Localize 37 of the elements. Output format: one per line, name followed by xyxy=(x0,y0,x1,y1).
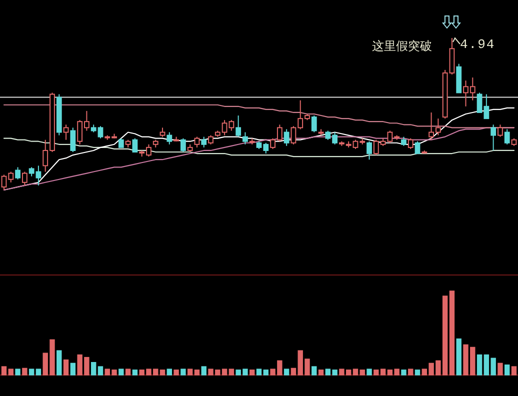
candlestick xyxy=(8,171,14,183)
candlestick xyxy=(201,136,207,148)
candlestick xyxy=(146,144,152,158)
candlestick xyxy=(36,165,42,186)
candlestick xyxy=(332,132,338,145)
candlestick xyxy=(276,124,282,142)
candlestick xyxy=(77,120,83,145)
candlestick xyxy=(228,120,234,132)
candlestick xyxy=(401,136,406,146)
candlestick xyxy=(42,139,48,172)
candlestick xyxy=(84,110,90,132)
candlestick xyxy=(70,127,76,152)
candlestick xyxy=(263,142,269,154)
candlestick xyxy=(194,136,200,148)
candlestick xyxy=(242,132,248,145)
candlestick xyxy=(498,124,503,138)
candlestick xyxy=(15,166,20,180)
candlestick xyxy=(504,128,510,145)
candlestick xyxy=(236,115,242,138)
candlestick xyxy=(22,171,28,186)
candlestick xyxy=(222,120,228,136)
candlestick xyxy=(490,124,496,151)
annotation: 这里假突破 xyxy=(372,39,432,53)
candlestick xyxy=(484,94,490,120)
candlestick xyxy=(160,127,166,138)
candlestick xyxy=(166,132,172,145)
candlestick xyxy=(1,174,7,190)
annotation: 4.94 xyxy=(460,37,496,52)
candlestick xyxy=(298,100,304,130)
candlestick xyxy=(463,80,468,107)
candlestick xyxy=(63,124,69,140)
candlestick xyxy=(470,77,476,101)
candlestick xyxy=(366,140,372,160)
candlestick xyxy=(284,128,290,146)
candlestick xyxy=(428,112,434,140)
candlestick xyxy=(28,166,34,177)
candlestick xyxy=(435,118,441,136)
